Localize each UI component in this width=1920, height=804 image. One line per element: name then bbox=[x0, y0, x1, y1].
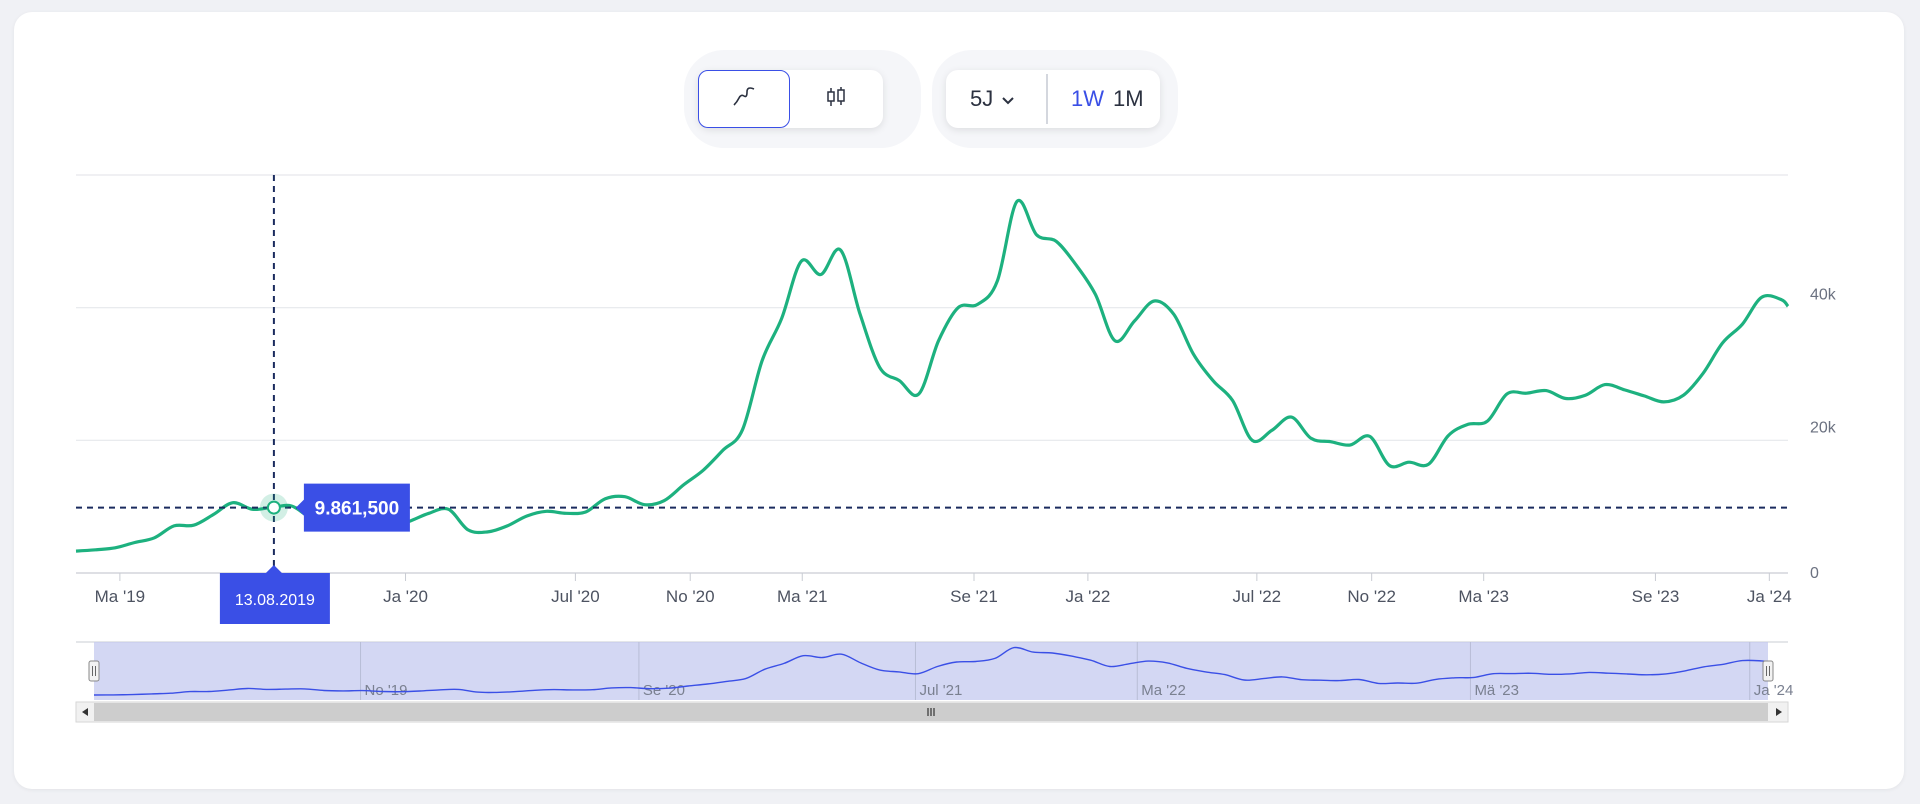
range-label: 5J bbox=[970, 86, 994, 111]
candlestick-button[interactable] bbox=[790, 70, 882, 128]
chart-type-group bbox=[684, 50, 921, 148]
value-tooltip bbox=[295, 483, 410, 532]
range-dropdown[interactable]: 5J bbox=[970, 70, 1015, 128]
interval-1w-button[interactable]: 1W bbox=[1071, 86, 1104, 111]
navigator-tick-label: Se '20 bbox=[643, 682, 685, 699]
line-chart-icon bbox=[732, 86, 756, 113]
y-axis: 0 20k 40k bbox=[1810, 287, 1837, 582]
x-tick-label: Ma '19 bbox=[95, 587, 146, 606]
x-tick-label: Jul '20 bbox=[551, 587, 600, 606]
toolbar-divider bbox=[1046, 74, 1048, 124]
hover-point bbox=[266, 500, 281, 515]
navigator-handle-left[interactable] bbox=[88, 660, 100, 682]
chart-type-toggle bbox=[698, 70, 883, 128]
x-tick-label: Ma '23 bbox=[1458, 587, 1509, 606]
range-group: 5J 1W 1M bbox=[932, 50, 1178, 148]
x-tick-label: Se '21 bbox=[950, 587, 998, 606]
x-tick-label: Ja '24 bbox=[1747, 587, 1792, 606]
y-tick-label: 0 bbox=[1810, 565, 1819, 582]
x-tick-label: No '20 bbox=[666, 587, 715, 606]
x-tick-label: Ja '22 bbox=[1065, 587, 1110, 606]
x-tick-label: Ma '21 bbox=[777, 587, 828, 606]
navigator-tick-label: Ma '22 bbox=[1141, 682, 1186, 699]
crosshair: 9.861,500 13.08.2019 bbox=[76, 175, 1788, 624]
chevron-down-icon bbox=[1001, 86, 1015, 112]
range-controls: 5J 1W 1M bbox=[946, 70, 1160, 128]
x-tick-label: Ja '20 bbox=[383, 587, 428, 606]
navigator-tick-label: Ja '24 bbox=[1754, 682, 1794, 699]
navigator-selection[interactable] bbox=[94, 642, 1768, 700]
scroll-right-arrow-icon[interactable] bbox=[1776, 708, 1782, 716]
interval-1m-button[interactable]: 1M bbox=[1113, 86, 1144, 111]
grid-lines bbox=[76, 174, 1788, 574]
candlestick-icon bbox=[824, 85, 848, 114]
navigator-series-line bbox=[93, 646, 1769, 696]
navigator-tick-label: Jul '21 bbox=[919, 682, 962, 699]
navigator-handle-right[interactable] bbox=[1762, 660, 1774, 682]
navigator-tick-label: No '19 bbox=[365, 682, 408, 699]
tooltip-date: 13.08.2019 bbox=[235, 592, 315, 609]
x-axis: Ma '19 Ja '20 Jul '20 No '20 Ma '21 Se '21 Ja … bbox=[95, 573, 1792, 606]
scroll-left-arrow-icon[interactable] bbox=[82, 708, 88, 716]
tooltip-value: 9.861,500 bbox=[315, 499, 400, 520]
y-tick-label: 20k bbox=[1810, 419, 1837, 436]
line-chart-button[interactable] bbox=[698, 70, 790, 128]
x-tick-label: Jul '22 bbox=[1233, 587, 1282, 606]
navigator[interactable]: No '19 Se '20 Jul '21 Ma '22 Mä '23 Ja '24 bbox=[75, 641, 1794, 723]
x-tick-label: Se '23 bbox=[1632, 587, 1680, 606]
y-tick-label: 40k bbox=[1810, 287, 1837, 304]
x-tick-label: No '22 bbox=[1347, 587, 1396, 606]
navigator-tick-label: Mä '23 bbox=[1474, 682, 1519, 699]
date-tooltip bbox=[219, 565, 330, 624]
